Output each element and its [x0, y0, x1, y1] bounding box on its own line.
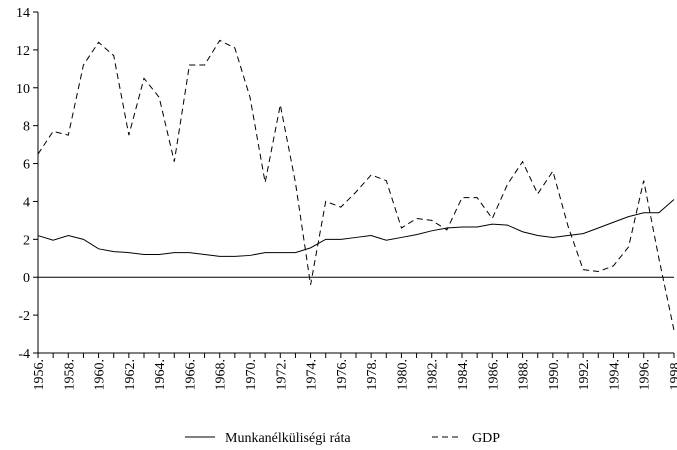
y-tick-label: 4 [23, 195, 30, 210]
x-tick-label: 1998. [668, 359, 677, 391]
x-tick-label: 1966. [183, 359, 198, 391]
x-tick-label: 1990. [547, 359, 562, 391]
x-tick-label: 1974. [305, 359, 320, 391]
x-tick-label: 1956. [32, 359, 47, 391]
y-tick-label: 12 [16, 44, 30, 59]
y-tick-label: 14 [16, 6, 30, 21]
series-line [37, 39, 675, 331]
series-line [37, 199, 675, 257]
x-tick-label: 1984. [456, 359, 471, 391]
x-tick-label: 1968. [214, 359, 229, 391]
x-tick-label: 1980. [395, 359, 410, 391]
x-tick-label: 1996. [638, 359, 653, 391]
x-tick-label: 1988. [517, 359, 532, 391]
x-tick-label: 1970. [244, 359, 259, 391]
x-tick-label: 1972. [274, 359, 289, 391]
y-tick-label: -4 [18, 347, 30, 362]
y-tick-label: 10 [16, 82, 30, 97]
x-tick-label: 1976. [335, 359, 350, 391]
y-tick-label: 6 [23, 158, 30, 173]
y-tick-label: 2 [23, 233, 30, 248]
x-tick-label: 1958. [62, 359, 77, 391]
x-tick-label: 1994. [607, 359, 622, 391]
x-tick-label: 1982. [426, 359, 441, 391]
x-tick-label: 1978. [365, 359, 380, 391]
y-tick-label: 8 [23, 120, 30, 135]
x-tick-label: 1962. [123, 359, 138, 391]
x-tick-label: 1964. [153, 359, 168, 391]
x-tick-label: 1960. [93, 359, 108, 391]
y-tick-label: -2 [18, 309, 30, 324]
x-tick-label: 1992. [577, 359, 592, 391]
legend-label: Munkanélküliségi ráta [225, 431, 351, 446]
legend-label: GDP [472, 431, 500, 446]
y-tick-label: 0 [23, 271, 30, 286]
x-tick-label: 1986. [486, 359, 501, 391]
